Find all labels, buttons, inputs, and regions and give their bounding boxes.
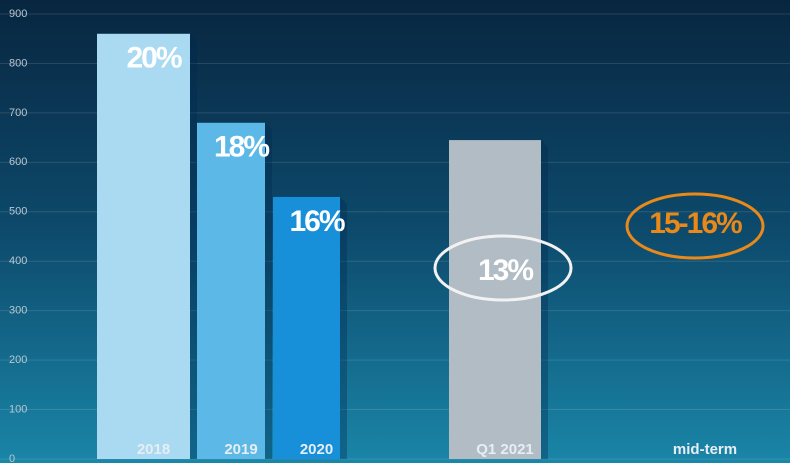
y-tick-label: 100	[9, 403, 27, 415]
y-tick-label: 0	[9, 453, 15, 463]
highlight-ring	[433, 234, 573, 302]
bar-side	[340, 196, 347, 459]
bar	[197, 122, 265, 460]
x-tick-label: 2019	[224, 441, 257, 458]
highlight-ring	[625, 192, 765, 260]
y-tick-label: 600	[9, 156, 27, 168]
y-tick-label: 700	[9, 107, 27, 119]
x-tick-label: mid-term	[673, 441, 737, 458]
y-tick-label: 800	[9, 57, 27, 69]
y-tick-label: 300	[9, 305, 27, 317]
x-tick-label: Q1 2021	[476, 441, 534, 458]
bar-side	[265, 122, 272, 460]
bar	[273, 196, 340, 459]
y-tick-label: 400	[9, 255, 27, 267]
y-tick-label: 500	[9, 206, 27, 218]
y-tick-label: 200	[9, 354, 27, 366]
data-label: 20%	[126, 42, 181, 75]
data-label: 13%	[478, 254, 533, 287]
x-tick-label: 2020	[300, 441, 333, 458]
data-label: 15-16%	[649, 207, 742, 240]
bar	[97, 33, 190, 460]
data-label: 16%	[289, 205, 344, 238]
bar-side	[541, 140, 548, 460]
data-label: 18%	[214, 131, 269, 164]
bar-side	[190, 33, 197, 460]
x-tick-label: 2018	[137, 441, 170, 458]
y-tick-label: 900	[9, 8, 27, 20]
